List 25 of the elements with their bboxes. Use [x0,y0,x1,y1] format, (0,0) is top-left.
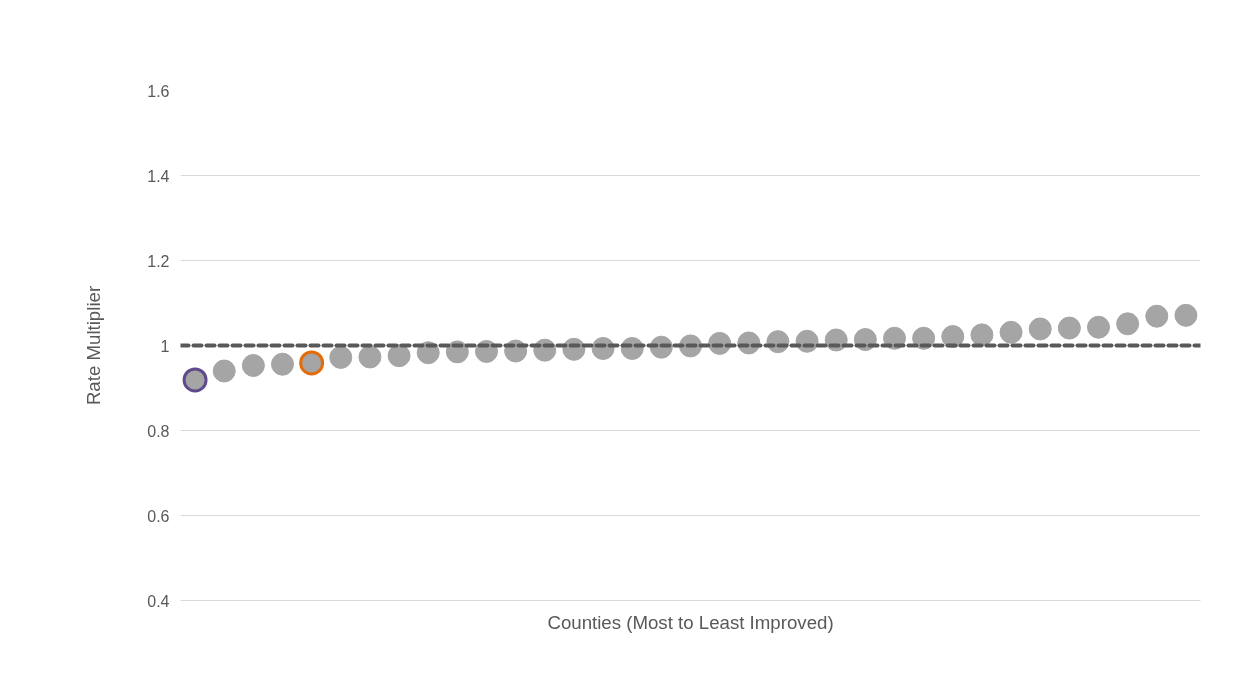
point [1057,316,1081,340]
point [387,344,411,368]
point [1087,315,1110,339]
point [182,367,208,393]
point [1028,317,1052,341]
y-axis-title: Rate Multiplier [83,285,105,406]
y-tick-label: 1.6 [147,82,170,100]
point [1145,304,1169,328]
y-tick-label: 0.8 [147,422,170,440]
point [329,345,353,369]
y-tick-label: 0.6 [147,507,170,525]
point [999,320,1023,344]
point [212,359,236,383]
y-tick-label: 1.4 [147,167,170,185]
y-tick-label: 1.2 [147,252,170,270]
point [1174,303,1198,327]
y-tick-label: 0.4 [147,592,170,610]
point [1116,312,1140,336]
point [299,350,325,376]
x-axis-title: Counties (Most to Least Improved) [547,611,834,633]
point [271,352,294,376]
y-tick-label: 1 [160,337,170,355]
point [970,323,994,347]
point [241,354,265,377]
point [358,345,382,369]
